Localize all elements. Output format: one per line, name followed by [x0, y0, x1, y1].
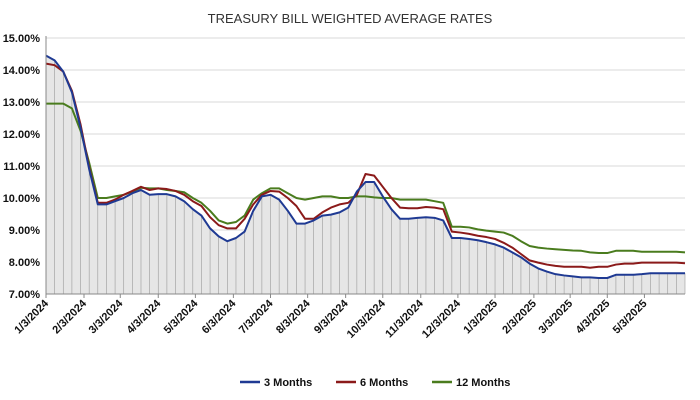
x-tick-label: 1/3/2025 — [461, 298, 500, 337]
x-tick-label: 3/3/2025 — [537, 298, 576, 337]
x-tick-label: 1/3/2024 — [12, 297, 51, 336]
legend-label-3-months: 3 Months — [264, 377, 312, 389]
y-tick-label: 15.00% — [3, 33, 41, 45]
area-3-months — [46, 55, 685, 294]
x-tick-label: 5/3/2025 — [611, 298, 650, 337]
y-tick-label: 13.00% — [3, 97, 41, 109]
y-tick-label: 9.00% — [9, 225, 40, 237]
x-tick-label: 10/3/2024 — [345, 297, 389, 341]
x-tick-label: 5/3/2024 — [162, 297, 201, 336]
y-tick-label: 12.00% — [3, 129, 41, 141]
y-tick-label: 10.00% — [3, 193, 41, 205]
legend-label-12-months: 12 Months — [456, 377, 510, 389]
x-tick-label: 4/3/2024 — [125, 297, 164, 336]
y-tick-label: 8.00% — [9, 257, 40, 269]
x-tick-label: 6/3/2024 — [200, 297, 239, 336]
x-tick-label: 7/3/2024 — [237, 297, 276, 336]
y-tick-label: 7.00% — [9, 289, 40, 301]
x-tick-label: 12/3/2024 — [420, 297, 464, 341]
y-axis-ticks: 15.00% 14.00% 13.00% 12.00% 11.00% 10.00% 9.00… — [3, 33, 41, 301]
y-tick-label: 11.00% — [3, 161, 40, 173]
x-tick-label: 3/3/2024 — [87, 297, 126, 336]
x-tick-label: 2/3/2024 — [50, 297, 89, 336]
x-tick-label: 11/3/2024 — [383, 297, 426, 340]
x-tick-label: 4/3/2025 — [574, 298, 613, 337]
x-tick-label: 8/3/2024 — [274, 297, 313, 336]
series-line-12-months — [46, 102, 686, 255]
area-fill — [46, 55, 685, 294]
series-lines — [45, 54, 686, 279]
series-line-6-months — [45, 62, 686, 269]
legend-label-6-months: 6 Months — [360, 377, 408, 389]
x-tick-label: 2/3/2025 — [500, 298, 539, 337]
series-line-3-months — [45, 54, 685, 279]
chart-title: TREASURY BILL WEIGHTED AVERAGE RATES — [208, 11, 493, 26]
axes — [45, 36, 685, 295]
legend: 3 Months 6 Months 12 Months — [240, 377, 510, 389]
y-tick-label: 14.00% — [3, 65, 41, 77]
